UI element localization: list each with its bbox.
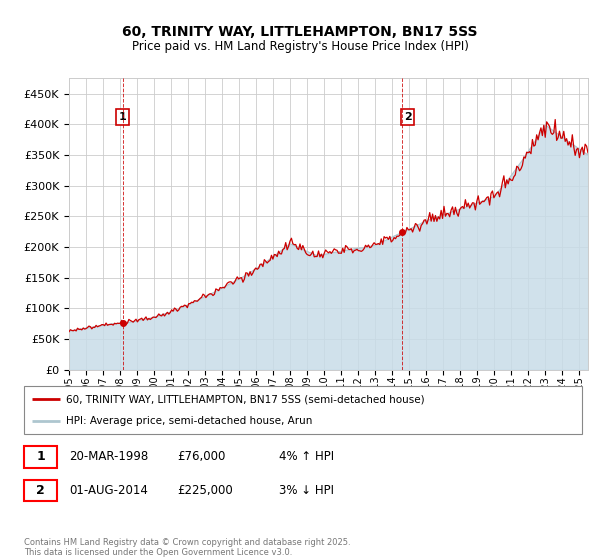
Text: £225,000: £225,000	[177, 484, 233, 497]
Text: 60, TRINITY WAY, LITTLEHAMPTON, BN17 5SS: 60, TRINITY WAY, LITTLEHAMPTON, BN17 5SS	[122, 25, 478, 39]
Text: 3% ↓ HPI: 3% ↓ HPI	[279, 484, 334, 497]
FancyBboxPatch shape	[24, 386, 582, 434]
Text: HPI: Average price, semi-detached house, Arun: HPI: Average price, semi-detached house,…	[66, 416, 312, 426]
Text: 1: 1	[118, 112, 126, 122]
Text: Contains HM Land Registry data © Crown copyright and database right 2025.
This d: Contains HM Land Registry data © Crown c…	[24, 538, 350, 557]
Text: 20-MAR-1998: 20-MAR-1998	[69, 450, 148, 464]
Text: 2: 2	[404, 112, 412, 122]
FancyBboxPatch shape	[24, 446, 57, 468]
Text: 1: 1	[36, 450, 45, 464]
FancyBboxPatch shape	[24, 480, 57, 501]
Text: 01-AUG-2014: 01-AUG-2014	[69, 484, 148, 497]
Text: 2: 2	[36, 484, 45, 497]
Text: Price paid vs. HM Land Registry's House Price Index (HPI): Price paid vs. HM Land Registry's House …	[131, 40, 469, 53]
Text: 4% ↑ HPI: 4% ↑ HPI	[279, 450, 334, 464]
Text: £76,000: £76,000	[177, 450, 226, 464]
Text: 60, TRINITY WAY, LITTLEHAMPTON, BN17 5SS (semi-detached house): 60, TRINITY WAY, LITTLEHAMPTON, BN17 5SS…	[66, 394, 424, 404]
